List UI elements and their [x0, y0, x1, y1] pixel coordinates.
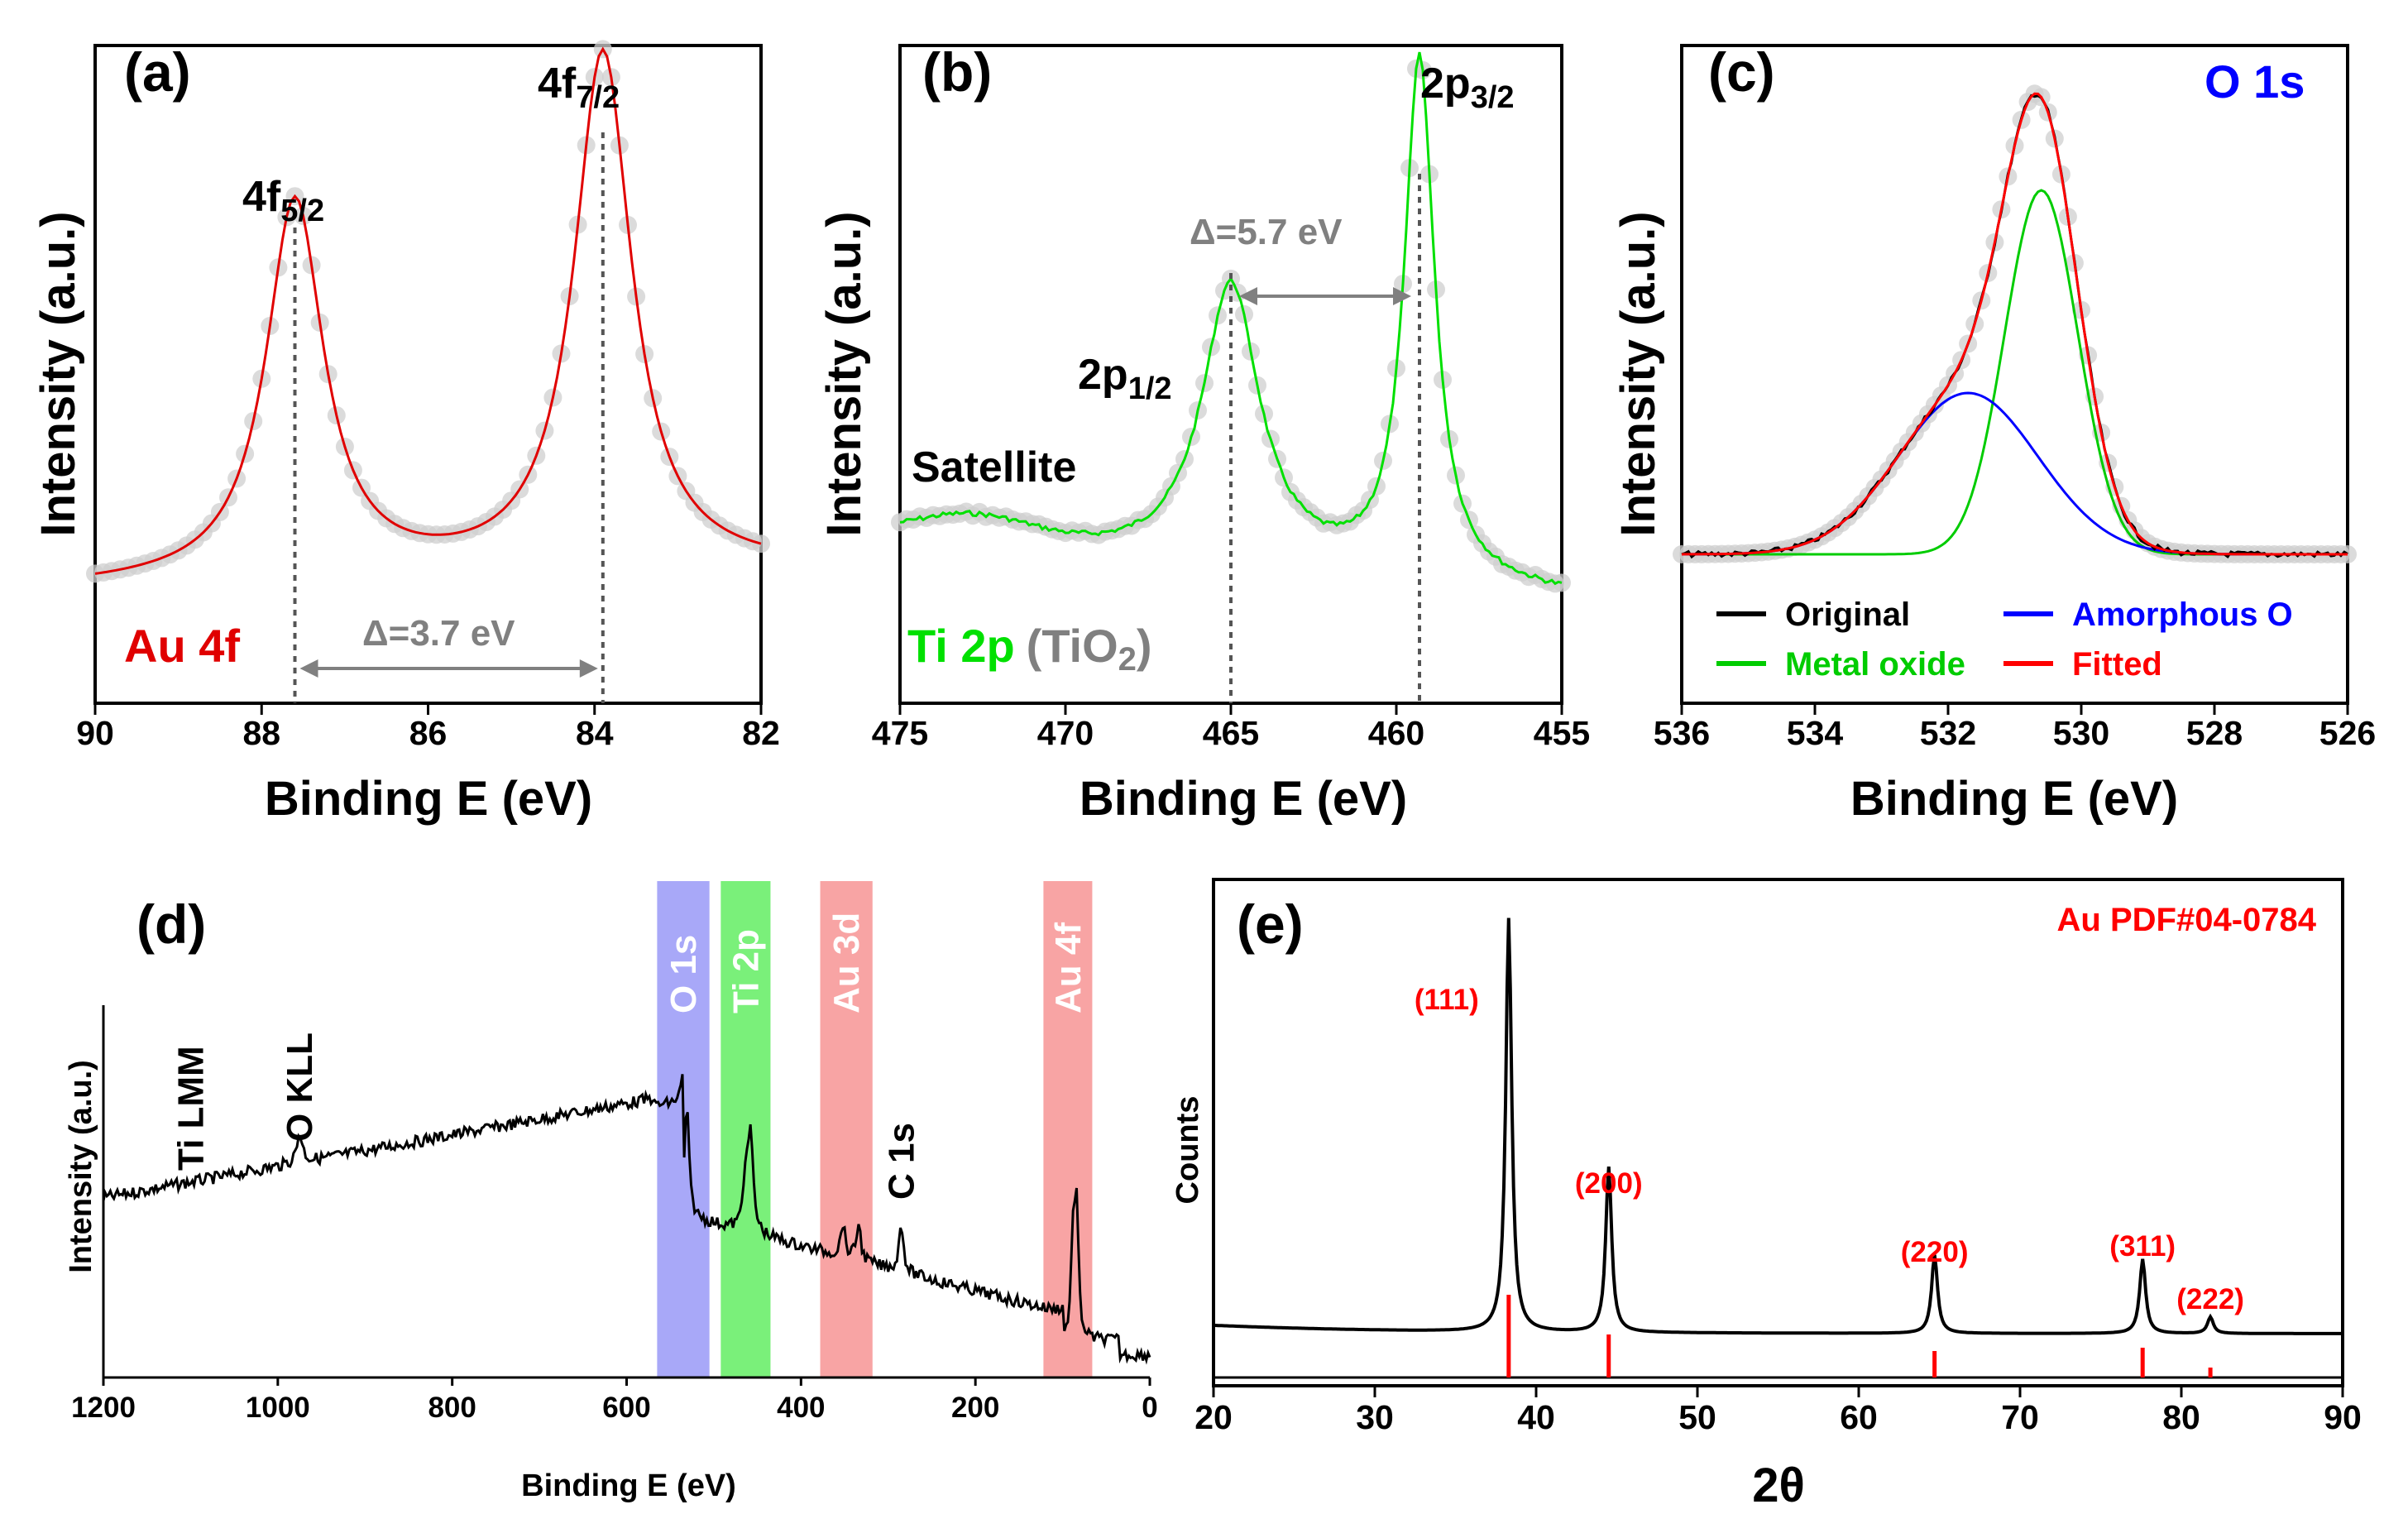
panel-c-x-tick-label: 528: [2186, 714, 2243, 752]
panel-d-x-tick-label: 200: [951, 1392, 999, 1424]
panel-c-x-tick-label: 532: [1920, 714, 1976, 752]
legend-amorphous: Amorphous O: [2072, 596, 2293, 633]
panel-c: 536 534 532 530 528 526 (c) O 1s Original Amo…: [1611, 41, 2376, 826]
panel-e-reference: Au PDF#04-0784: [2057, 902, 2317, 938]
panel-d-x-tick-label: 1000: [246, 1392, 310, 1424]
legend-metal-oxide: Metal oxide: [1785, 646, 1965, 683]
panel-e-x-tick-label: 90: [2324, 1398, 2362, 1436]
panel-d-x-tick-label: 600: [602, 1392, 650, 1424]
panel-c-x-tick-label: 536: [1654, 714, 1710, 752]
panel-c-amorphous-line: [1681, 391, 2348, 556]
panel-d-peak-label: Ti LMM: [170, 1046, 211, 1171]
panel-d-x-tick-label: 800: [428, 1392, 476, 1424]
panel-d-xlabel: Binding E (eV): [521, 1468, 736, 1503]
panel-d-peak-label: C 1s: [882, 1123, 922, 1200]
panel-a-label: (a): [124, 41, 191, 103]
panel-a-peak1-label: 4f5/2: [242, 173, 324, 228]
panel-b-arrowhead-right: [1393, 287, 1411, 305]
panel-e-ylabel: Counts: [1170, 1096, 1205, 1205]
panel-d-band: [1043, 881, 1093, 1377]
panel-a-title: Au 4f: [124, 620, 240, 672]
panel-b-frame: [898, 44, 1563, 705]
panel-b-arrowhead-left: [1239, 287, 1257, 305]
panel-d-x-tick-label: 400: [777, 1392, 825, 1424]
panel-a-frame: [93, 44, 763, 705]
panel-b-xlabel: Binding E (eV): [1080, 772, 1407, 826]
panel-b-satellite-label: Satellite: [912, 443, 1076, 491]
panel-e-x-tick-label: 40: [1517, 1398, 1555, 1436]
panel-d-band-label: Au 4f: [1048, 922, 1089, 1013]
panel-e-frame: [1212, 878, 2344, 1387]
panel-b-delta-label: Δ=5.7 eV: [1190, 212, 1343, 252]
panel-b-label: (b): [922, 41, 992, 103]
panel-b-ylabel: Intensity (a.u.): [817, 211, 871, 536]
panel-a-x-tick-label: 82: [742, 714, 780, 752]
panel-a-xlabel: Binding E (eV): [265, 772, 592, 826]
panel-e-x-tick-label: 20: [1194, 1398, 1233, 1436]
panel-a-fit-line: [94, 46, 762, 575]
panel-e: 20 30 40 50 60 70 80 90 (111) (200) (220) (311)(22…: [1170, 878, 2362, 1512]
panel-e-x-tick-label: 30: [1356, 1398, 1394, 1436]
panel-e-xlabel: 2θ: [1752, 1459, 1805, 1512]
panel-e-hkl-label: (220): [1901, 1236, 1969, 1268]
panel-c-x-tick-label: 534: [1787, 714, 1844, 752]
legend-fitted: Fitted: [2072, 646, 2162, 683]
panel-b: 475 470 465 460 455 (b) 2p3/2 2p1/2 Δ=5.7 eV…: [817, 41, 1590, 826]
panel-e-x-tick-label: 80: [2162, 1398, 2200, 1436]
panel-b-x-tick-label: 460: [1368, 714, 1424, 752]
panel-d: 1200 1000 800 600 400 200 0 O 1s Ti 2p Au 3d Au 4…: [64, 881, 1158, 1503]
panel-a-x-tick-label: 84: [576, 714, 614, 752]
panel-a-delta-label: Δ=3.7 eV: [362, 613, 515, 654]
panel-e-label: (e): [1237, 894, 1304, 955]
panel-d-label: (d): [136, 894, 206, 955]
panel-b-title: Ti 2p (TiO2): [907, 620, 1152, 678]
panel-c-frame: [1680, 44, 2349, 705]
panel-c-x-tick-label: 530: [2053, 714, 2109, 752]
panel-e-hkl-label: (111): [1415, 984, 1479, 1016]
panel-a-peak2-label: 4f7/2: [538, 60, 620, 115]
panel-d-band-label: Au 3d: [826, 913, 867, 1013]
panel-a-x-tick-label: 90: [76, 714, 114, 752]
panel-c-xlabel: Binding E (eV): [1850, 772, 2178, 826]
panel-d-band: [820, 881, 873, 1377]
panel-b-x-tick-label: 465: [1203, 714, 1259, 752]
panel-e-x-tick-label: 50: [1678, 1398, 1716, 1436]
panel-e-hkl-label: (200): [1575, 1167, 1643, 1200]
panel-d-x-tick-label: 1200: [71, 1392, 136, 1424]
panel-d-peak-label: O KLL: [280, 1032, 320, 1142]
panel-a-ylabel: Intensity (a.u.): [31, 211, 85, 536]
panel-a-arrowhead-left: [299, 659, 318, 678]
panel-c-ylabel: Intensity (a.u.): [1611, 211, 1665, 536]
panel-e-xrd-line: [1213, 918, 2343, 1335]
panel-e-x-tick-label: 70: [2001, 1398, 2039, 1436]
panel-b-peak2-label: 2p3/2: [1420, 60, 1515, 115]
panel-a-x-tick-label: 88: [242, 714, 280, 752]
panel-e-x-tick-label: 60: [1840, 1398, 1878, 1436]
panel-e-hkl-label: (311): [2109, 1230, 2176, 1262]
panel-c-fitted-line: [1681, 92, 2348, 556]
panel-a: 90 88 86 84 82 (a) 4f5/2 4f7/2 Δ=3.7 eV Au 4…: [31, 40, 780, 826]
panel-d-ylabel: Intensity (a.u.): [64, 1060, 98, 1273]
panel-c-title: O 1s: [2205, 55, 2305, 108]
panel-c-metal-oxide-line: [1682, 189, 2348, 556]
panel-b-fit-line: [899, 51, 1563, 586]
panel-d-band-label: O 1s: [663, 935, 704, 1013]
panel-c-original-line: [1681, 93, 2348, 559]
panel-d-survey-line: [102, 1074, 1151, 1365]
panel-d-band-label: Ti 2p: [725, 929, 766, 1013]
panel-e-hkl-label: (222): [2176, 1283, 2244, 1315]
panel-c-x-tick-label: 526: [2319, 714, 2376, 752]
panel-a-arrowhead-right: [579, 659, 598, 678]
panel-d-x-tick-label: 0: [1142, 1392, 1157, 1424]
panel-b-x-tick-label: 455: [1534, 714, 1590, 752]
panel-b-peak1-label: 2p1/2: [1078, 351, 1172, 406]
panel-d-band: [720, 881, 771, 1377]
panel-c-label: (c): [1708, 41, 1775, 103]
panel-b-x-tick-label: 470: [1037, 714, 1094, 752]
legend-original: Original: [1785, 596, 1910, 633]
panel-a-x-tick-label: 86: [409, 714, 448, 752]
panel-b-x-tick-label: 475: [872, 714, 928, 752]
